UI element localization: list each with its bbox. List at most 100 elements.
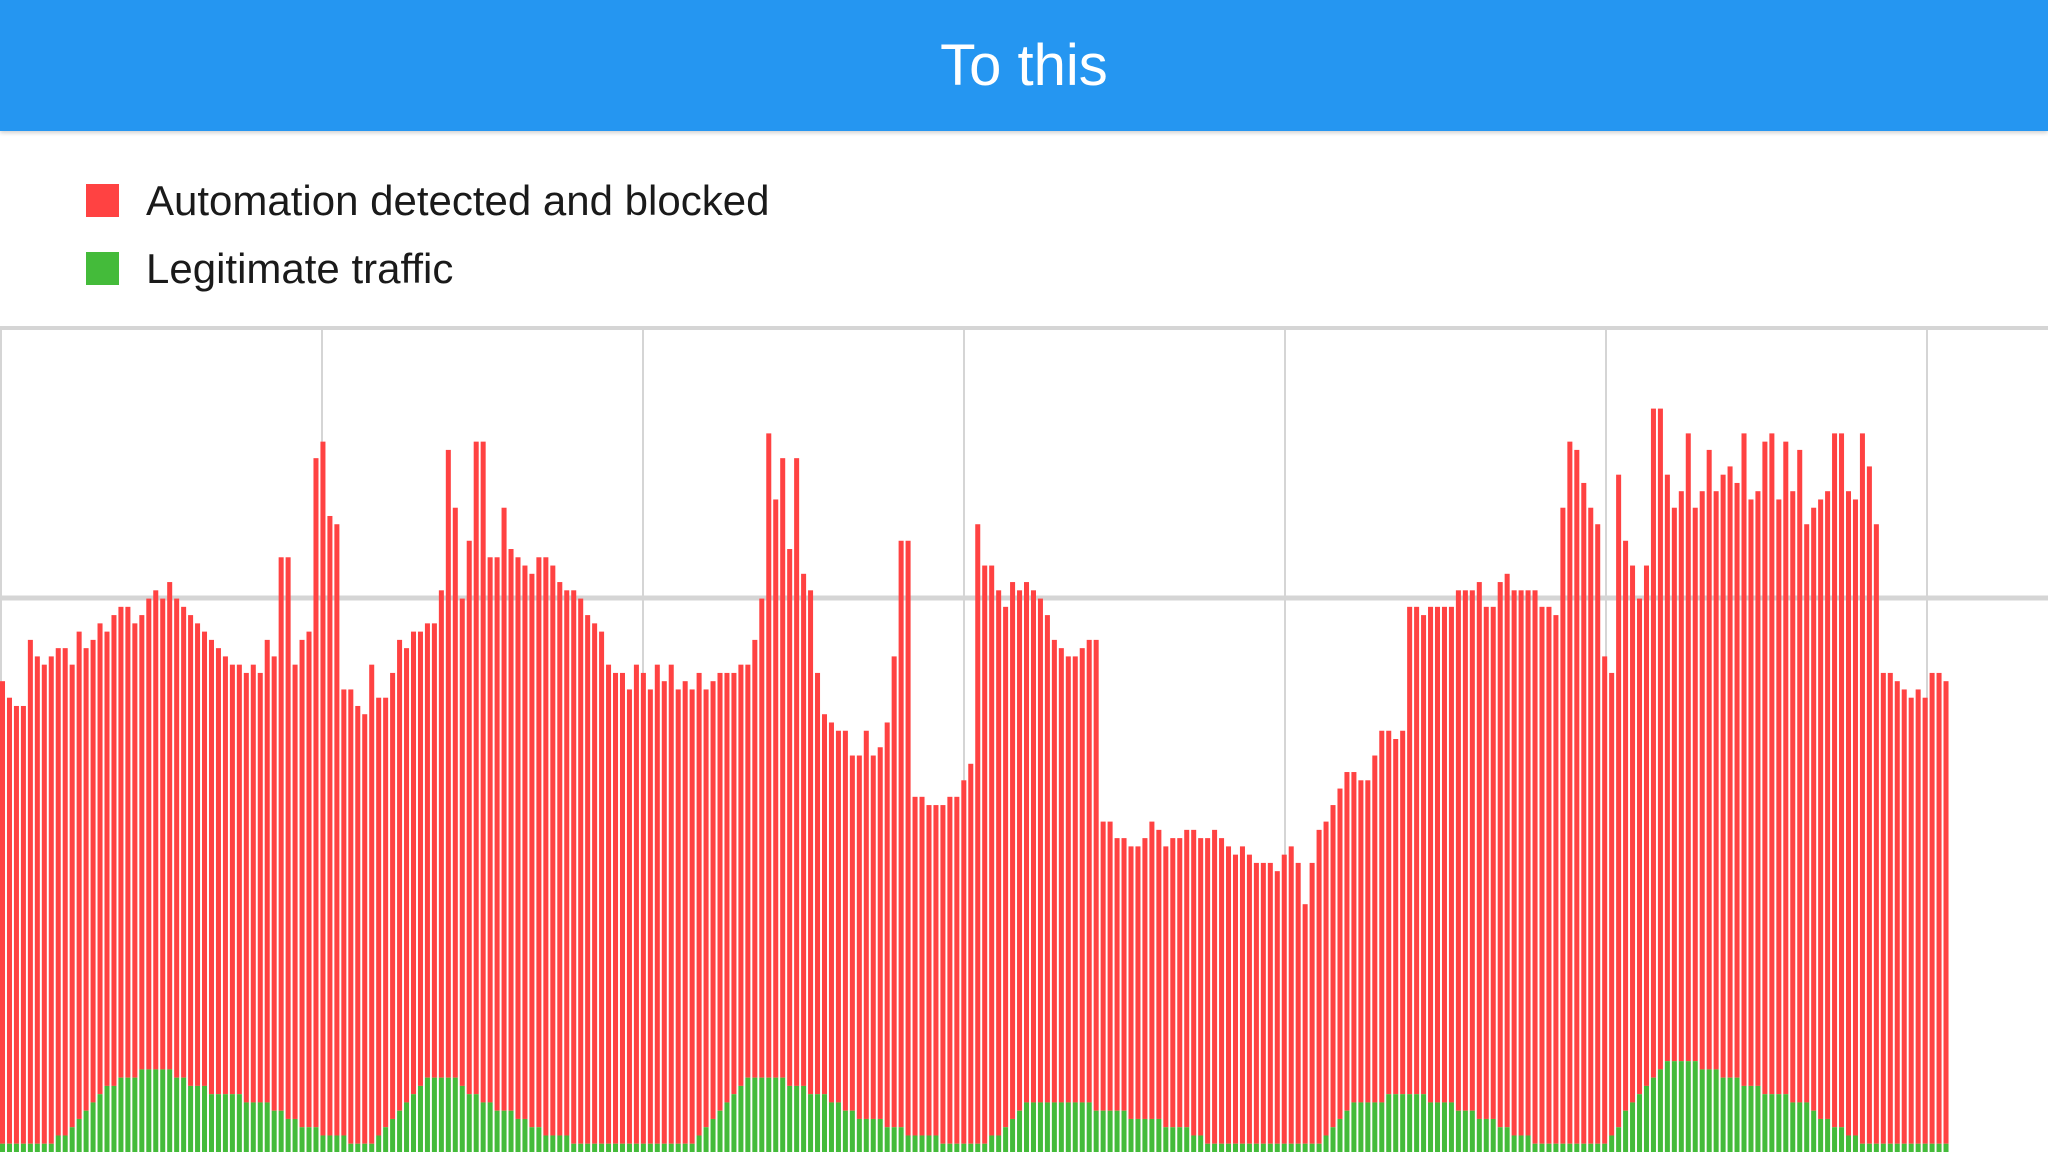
bar-blocked [926, 805, 932, 1136]
bar-blocked [1762, 441, 1768, 1095]
bar-legitimate [1323, 1135, 1329, 1152]
bar-blocked [459, 598, 465, 1086]
bar-blocked [1010, 582, 1016, 1119]
bar-blocked [870, 755, 876, 1119]
bar-blocked [1637, 598, 1643, 1095]
bar-legitimate [821, 1094, 828, 1152]
bar-legitimate [1121, 1110, 1127, 1152]
bar-blocked [383, 697, 389, 1128]
bar-blocked [815, 672, 821, 1095]
bar-legitimate [160, 1069, 166, 1152]
bar-blocked [1093, 639, 1099, 1111]
bar-blocked [1804, 524, 1810, 1103]
bar-blocked [6, 697, 12, 1144]
bar-legitimate [599, 1143, 605, 1152]
bar-blocked [1246, 854, 1252, 1144]
bar-blocked [1894, 681, 1900, 1144]
bar-legitimate [397, 1110, 403, 1152]
bar-blocked [1539, 606, 1545, 1144]
bar-blocked [257, 672, 263, 1103]
bar-legitimate [1602, 1143, 1608, 1152]
bar-legitimate [1769, 1094, 1775, 1152]
bar-blocked [905, 540, 911, 1136]
bar-blocked [1344, 772, 1350, 1111]
bar-legitimate [1539, 1143, 1545, 1152]
bar-legitimate [445, 1077, 451, 1152]
bar-legitimate [1706, 1069, 1712, 1152]
bar-legitimate [529, 1127, 535, 1152]
bar-legitimate [1762, 1094, 1768, 1152]
bar-legitimate [1448, 1102, 1454, 1152]
bar-blocked [773, 499, 779, 1078]
bar-blocked [717, 672, 723, 1111]
bar-legitimate [1643, 1085, 1649, 1152]
bar-blocked [668, 664, 674, 1144]
bar-legitimate [501, 1110, 507, 1152]
bar-legitimate [592, 1143, 598, 1152]
bar-legitimate [1400, 1094, 1406, 1152]
bar-legitimate [522, 1118, 528, 1152]
bar-legitimate [696, 1135, 702, 1152]
bar-legitimate [1936, 1143, 1942, 1152]
bar-legitimate [118, 1077, 124, 1152]
bar-blocked [710, 681, 716, 1119]
bar-blocked [724, 672, 730, 1103]
bar-legitimate [313, 1127, 319, 1152]
bar-legitimate [404, 1102, 410, 1152]
bar-blocked [1525, 590, 1531, 1136]
bar-blocked [828, 722, 834, 1103]
bar-blocked [487, 557, 493, 1103]
bar-legitimate [278, 1110, 284, 1152]
bar-blocked [1818, 499, 1824, 1119]
bar-legitimate [424, 1077, 430, 1152]
bar-legitimate [90, 1102, 96, 1152]
bar-blocked [1741, 433, 1747, 1086]
bar-blocked [278, 557, 284, 1111]
bar-blocked [821, 714, 828, 1095]
bar-legitimate [1205, 1143, 1211, 1152]
bar-blocked [376, 697, 382, 1136]
bar-blocked [1024, 582, 1030, 1103]
bar-legitimate [125, 1077, 131, 1152]
bar-legitimate [1407, 1094, 1413, 1152]
bar-legitimate [111, 1085, 117, 1152]
bar-blocked [1734, 482, 1740, 1078]
bar-legitimate [1943, 1143, 1949, 1152]
bar-blocked [536, 557, 542, 1128]
bar-blocked [1065, 656, 1071, 1103]
bar-legitimate [362, 1143, 368, 1152]
bar-legitimate [1727, 1077, 1733, 1152]
bar-blocked [174, 598, 180, 1078]
bar-legitimate [27, 1143, 33, 1152]
bar-blocked [1149, 821, 1155, 1119]
bar-blocked [968, 763, 974, 1144]
bar-legitimate [689, 1143, 695, 1152]
bar-legitimate [654, 1143, 660, 1152]
bar-legitimate [933, 1135, 939, 1152]
bar-legitimate [48, 1143, 54, 1152]
bar-legitimate [1664, 1061, 1670, 1152]
bar-blocked [236, 664, 242, 1095]
bar-blocked [1358, 780, 1364, 1103]
bar-blocked [1086, 639, 1092, 1103]
bar-legitimate [6, 1143, 12, 1152]
bar-legitimate [1511, 1135, 1517, 1152]
bar-legitimate [1267, 1143, 1273, 1152]
bar-blocked [1205, 838, 1211, 1144]
bar-blocked [738, 664, 744, 1086]
bar-blocked [1748, 499, 1754, 1086]
bar-legitimate [1497, 1127, 1503, 1152]
bar-blocked [48, 656, 54, 1144]
bar-blocked [675, 689, 681, 1144]
bar-legitimate [410, 1094, 417, 1152]
bar-blocked [1337, 788, 1343, 1119]
bar-blocked [1191, 829, 1197, 1136]
bar-blocked [801, 573, 807, 1086]
bar-legitimate [1044, 1102, 1050, 1152]
bar-blocked [1128, 846, 1134, 1119]
bar-legitimate [1839, 1127, 1845, 1152]
bar-legitimate [1232, 1143, 1238, 1152]
bar-blocked [613, 672, 619, 1144]
bar-blocked [390, 672, 396, 1119]
bar-legitimate [1163, 1127, 1169, 1152]
